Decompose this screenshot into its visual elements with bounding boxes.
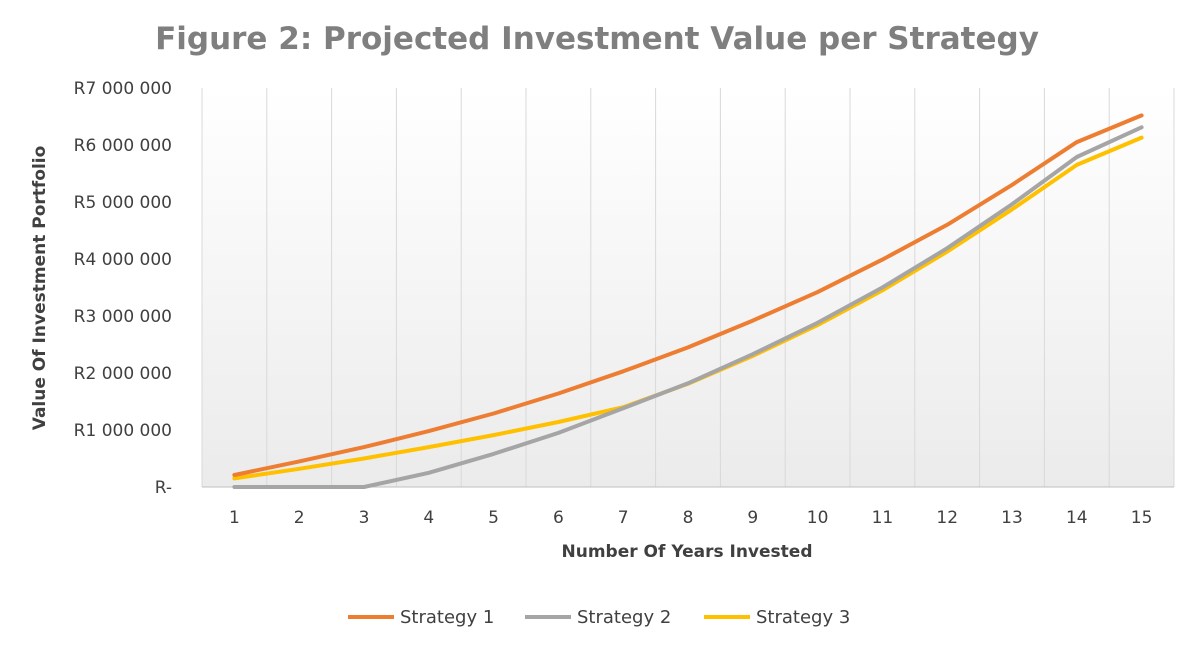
x-axis-title: Number Of Years Invested	[562, 542, 813, 562]
legend-label: Strategy 3	[756, 607, 850, 628]
series-lines	[232, 113, 1144, 489]
y-tick-label: R6 000 000	[74, 136, 172, 156]
x-tick-label: 13	[1001, 508, 1023, 528]
legend-label: Strategy 2	[577, 607, 671, 628]
x-tick-label: 8	[683, 508, 694, 528]
chart-title: Figure 2: Projected Investment Value per…	[155, 21, 1039, 57]
y-tick-label: R2 000 000	[74, 364, 172, 384]
y-tick-label: R3 000 000	[74, 307, 172, 327]
x-tick-label: 3	[359, 508, 370, 528]
x-axis-ticks: 1 2 3 4 5 6 7 8 9 10 11 12 13 14 15	[229, 508, 1152, 528]
series-line-strategy-1	[232, 113, 1144, 477]
x-tick-label: 7	[618, 508, 629, 528]
x-tick-label: 6	[553, 508, 564, 528]
x-tick-label: 4	[423, 508, 434, 528]
x-tick-label: 11	[872, 508, 894, 528]
legend: Strategy 1 Strategy 2 Strategy 3	[348, 607, 850, 628]
legend-label: Strategy 1	[400, 607, 494, 628]
x-tick-label: 15	[1131, 508, 1153, 528]
y-tick-label: R1 000 000	[74, 421, 172, 441]
gridlines	[201, 88, 1175, 487]
y-tick-label: R-	[155, 478, 172, 498]
y-axis-ticks: R- R1 000 000 R2 000 000 R3 000 000 R4 000 0…	[74, 79, 172, 498]
y-tick-label: R4 000 000	[74, 250, 172, 270]
x-tick-label: 12	[936, 508, 958, 528]
plot-area	[202, 88, 1174, 487]
x-tick-label: 5	[488, 508, 499, 528]
x-tick-label: 1	[229, 508, 240, 528]
x-tick-label: 9	[747, 508, 758, 528]
x-tick-label: 2	[294, 508, 305, 528]
y-axis-title: Value Of Investment Portfolio	[30, 146, 50, 431]
x-tick-label: 10	[807, 508, 829, 528]
x-tick-label: 14	[1066, 508, 1088, 528]
series-line-strategy-2	[232, 125, 1144, 489]
y-tick-label: R7 000 000	[74, 79, 172, 99]
y-tick-label: R5 000 000	[74, 193, 172, 213]
